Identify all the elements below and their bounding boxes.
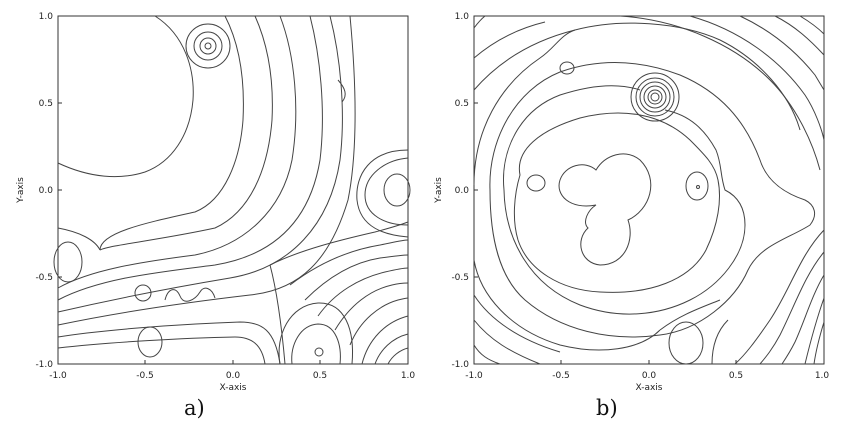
panel-b-y-tick-label: 0.0 (455, 186, 470, 196)
panel-a-y-axis-label: Y-axis (16, 177, 26, 204)
panel-a: -1.0 -0.5 0.0 0.5 1.0 1.0 0.5 0.0 -0.5 -… (16, 12, 415, 393)
panel-b: -1.0 -0.5 0.0 0.5 1.0 1.0 0.5 0.0 -0.5 -… (434, 12, 829, 393)
panel-b-x-tick-label: 1.0 (815, 371, 830, 381)
panel-a-x-tick-label: 1.0 (401, 371, 416, 381)
panel-a-plot-frame (57, 15, 409, 365)
panel-b-x-tick-label: -0.5 (552, 371, 570, 381)
panel-b-x-tick-label: 0.5 (729, 371, 743, 381)
panel-b-y-tick-label: 1.0 (455, 12, 470, 22)
panel-a-y-tick-label: -1.0 (35, 360, 53, 370)
panel-a-y-tick-label: 0.0 (39, 186, 54, 196)
panel-a-x-axis-label: X-axis (220, 383, 247, 393)
panel-b-caption: b) (596, 396, 618, 420)
panel-b-contour-lines (473, 15, 825, 365)
panel-b-x-axis-label: X-axis (636, 383, 663, 393)
panel-a-y-tick-label: 1.0 (39, 12, 54, 22)
panel-a-caption: a) (184, 396, 205, 420)
panel-a-x-tick-label: 0.5 (313, 371, 327, 381)
panel-a-y-ticks (58, 15, 62, 365)
panel-b-y-tick-label: 0.5 (455, 99, 469, 109)
panel-a-y-tick-label: 0.5 (39, 99, 53, 109)
panel-b-y-tick-label: -0.5 (451, 273, 469, 283)
panel-a-contour-lines (53, 15, 411, 365)
panel-a-y-tick-label: -0.5 (35, 273, 53, 283)
panel-a-x-tick-label: 0.0 (226, 371, 241, 381)
panel-a-x-tick-label: -1.0 (49, 371, 67, 381)
panel-a-x-ticks (57, 360, 409, 364)
panel-b-x-tick-label: -1.0 (465, 371, 483, 381)
panel-b-y-ticks (474, 15, 478, 365)
panel-b-x-ticks (473, 360, 825, 364)
panel-b-y-axis-label: Y-axis (434, 177, 444, 204)
panel-b-x-tick-label: 0.0 (642, 371, 657, 381)
panel-a-x-tick-label: -0.5 (136, 371, 154, 381)
panel-b-y-tick-label: -1.0 (451, 360, 469, 370)
